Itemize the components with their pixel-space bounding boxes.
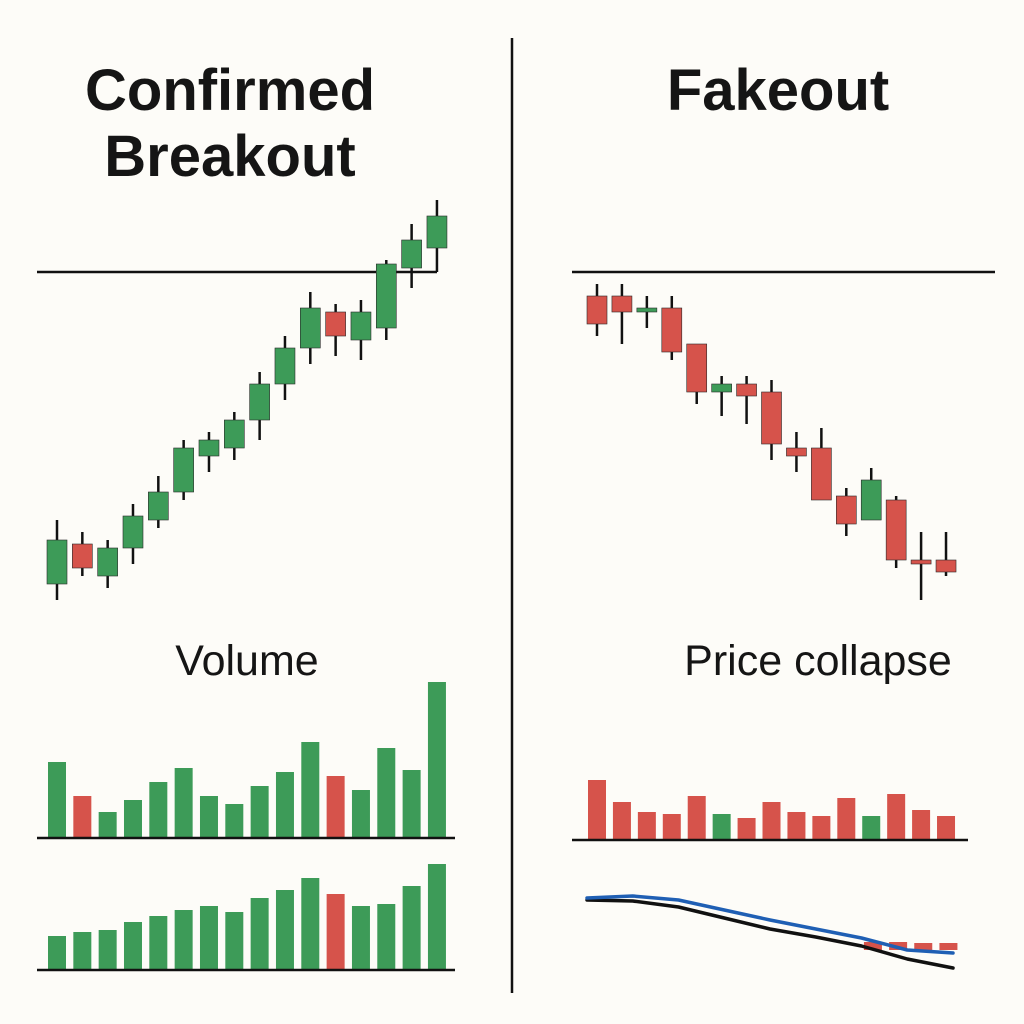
volume-bar bbox=[199, 796, 218, 838]
volume-bar bbox=[174, 910, 193, 970]
volume-bar bbox=[862, 816, 881, 840]
volume-bar bbox=[73, 932, 92, 970]
volume-bar bbox=[250, 786, 269, 838]
volume-bar bbox=[149, 916, 168, 970]
volume-bar bbox=[612, 802, 631, 840]
candle-body bbox=[811, 447, 832, 501]
volume-bar bbox=[199, 906, 218, 970]
chart-title: Volume bbox=[175, 637, 319, 685]
candle-body bbox=[426, 215, 448, 249]
candle-body bbox=[711, 383, 732, 393]
volume-bar bbox=[637, 812, 656, 840]
candle-body bbox=[173, 447, 194, 493]
volume-bar bbox=[377, 748, 396, 838]
volume-bar bbox=[737, 818, 756, 840]
chart-title: Confirmed Breakout bbox=[85, 58, 375, 189]
volume-bar bbox=[48, 936, 66, 970]
candle-body bbox=[736, 383, 757, 397]
candle-body bbox=[661, 307, 683, 353]
candle-body bbox=[885, 499, 907, 561]
volume-bar bbox=[351, 790, 370, 838]
price-line bbox=[585, 898, 955, 970]
volume-bar bbox=[123, 800, 142, 838]
candle-body bbox=[46, 539, 68, 585]
volume-bar bbox=[250, 898, 269, 970]
candle-body bbox=[401, 239, 422, 269]
volume-bar bbox=[588, 780, 606, 840]
candle-body bbox=[148, 491, 169, 521]
candle-body bbox=[299, 307, 321, 349]
candle-body bbox=[72, 543, 93, 569]
volume-bar bbox=[687, 796, 706, 840]
candle-body bbox=[350, 311, 372, 341]
volume-bar bbox=[887, 794, 906, 840]
candle-body bbox=[198, 439, 220, 457]
volume-bar bbox=[762, 802, 781, 840]
candle-body bbox=[786, 447, 807, 457]
volume-bar bbox=[427, 864, 446, 970]
volume-bar bbox=[326, 894, 345, 970]
volume-bar bbox=[301, 742, 320, 838]
candle-body bbox=[686, 343, 708, 393]
volume-bar bbox=[402, 886, 421, 970]
volume-bar bbox=[48, 762, 66, 838]
volume-bar bbox=[712, 814, 731, 840]
volume-bar bbox=[937, 816, 956, 840]
volume-bar bbox=[912, 810, 931, 840]
candle-body bbox=[97, 547, 118, 577]
bar bbox=[939, 943, 958, 950]
candle-body bbox=[586, 295, 608, 325]
volume-bar bbox=[73, 796, 92, 838]
candle-body bbox=[122, 515, 144, 549]
candle-body bbox=[935, 559, 957, 573]
candle-body bbox=[611, 295, 633, 313]
volume-bar bbox=[402, 770, 421, 838]
volume-bar bbox=[225, 804, 244, 838]
price-line bbox=[585, 894, 955, 955]
chart-title: Fakeout bbox=[666, 58, 890, 123]
candle-body bbox=[224, 419, 245, 449]
volume-bar bbox=[98, 930, 117, 970]
bar bbox=[914, 943, 933, 950]
volume-bar bbox=[812, 816, 831, 840]
volume-bar bbox=[98, 812, 117, 838]
bar bbox=[863, 942, 882, 950]
candle-body bbox=[835, 495, 857, 525]
volume-bar bbox=[301, 878, 320, 970]
volume-bar bbox=[149, 782, 168, 838]
volume-bar bbox=[377, 904, 396, 970]
volume-bar bbox=[174, 768, 193, 838]
volume-bar bbox=[351, 906, 370, 970]
candle-body bbox=[910, 559, 932, 565]
candle-body bbox=[636, 307, 658, 313]
chart-title: Price collapse bbox=[684, 637, 952, 685]
candle-body bbox=[375, 263, 397, 329]
volume-bar bbox=[662, 814, 681, 840]
volume-bar bbox=[427, 682, 446, 838]
candle-body bbox=[761, 391, 782, 445]
candle-body bbox=[325, 311, 346, 337]
volume-bar bbox=[225, 912, 244, 970]
volume-bar bbox=[837, 798, 856, 840]
volume-bar bbox=[275, 890, 294, 970]
volume-bar bbox=[275, 772, 294, 838]
volume-bar bbox=[123, 922, 142, 970]
candle-body bbox=[860, 479, 882, 521]
volume-bar bbox=[326, 776, 345, 838]
candle-body bbox=[274, 347, 296, 385]
candle-body bbox=[249, 383, 270, 421]
volume-bar bbox=[787, 812, 806, 840]
